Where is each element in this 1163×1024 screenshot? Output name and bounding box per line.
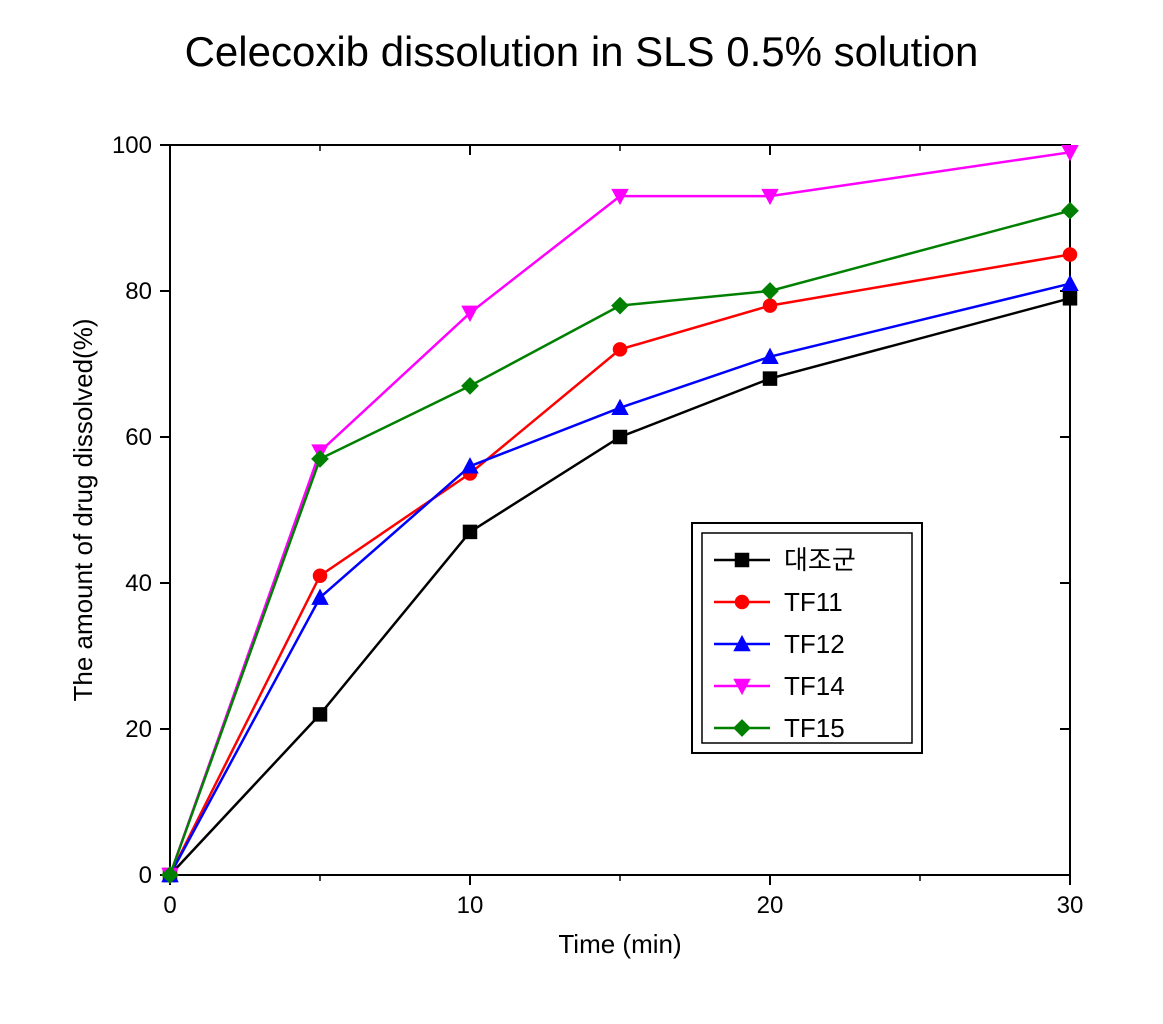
svg-text:TF14: TF14 [784,671,845,701]
svg-text:TF12: TF12 [784,629,845,659]
svg-text:40: 40 [125,570,152,597]
svg-text:0: 0 [139,862,152,889]
svg-text:100: 100 [112,132,152,159]
chart-container: Celecoxib dissolution in SLS 0.5% soluti… [0,0,1163,1024]
svg-text:Time (min): Time (min) [558,929,681,959]
svg-text:60: 60 [125,424,152,451]
svg-text:20: 20 [125,716,152,743]
svg-text:0: 0 [163,892,176,919]
chart-title: Celecoxib dissolution in SLS 0.5% soluti… [0,28,1163,76]
svg-text:30: 30 [1057,892,1084,919]
svg-text:TF11: TF11 [784,587,843,617]
chart-svg: 0 10 20 30 0 20 40 60 80 100 Time (min) The amount … [0,0,1163,1024]
svg-text:10: 10 [457,892,484,919]
svg-text:80: 80 [125,278,152,305]
svg-text:20: 20 [757,892,784,919]
svg-text:The amount of drug dissolved(%: The amount of drug dissolved(%) [68,319,98,702]
svg-text:대조군: 대조군 [784,545,856,575]
svg-text:TF15: TF15 [784,713,845,743]
